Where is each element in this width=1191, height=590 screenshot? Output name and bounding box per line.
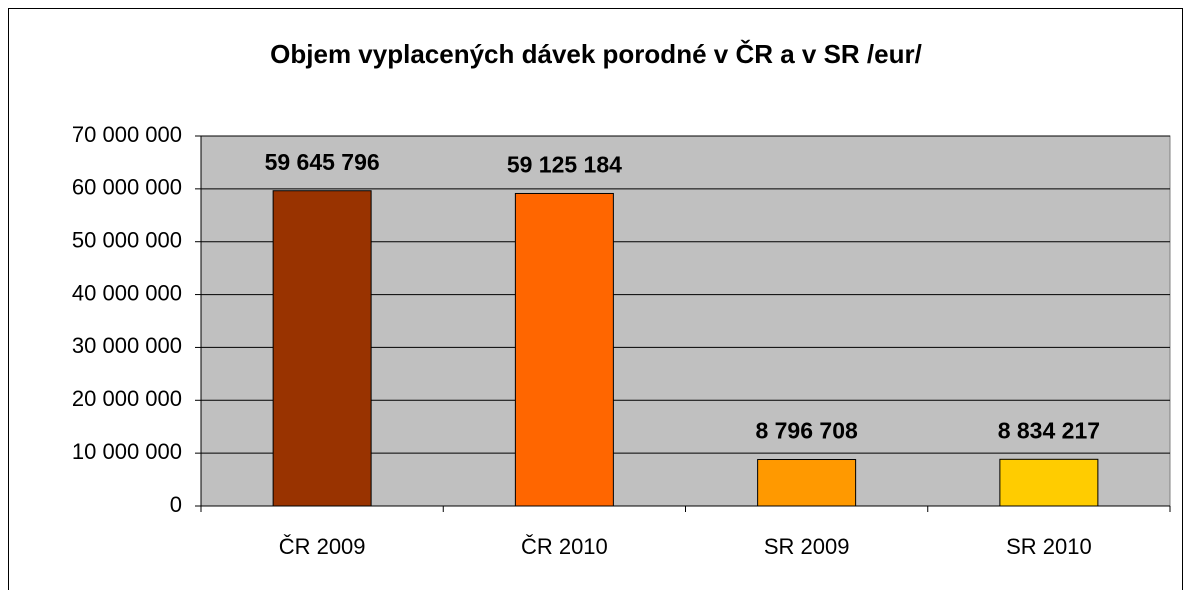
bar [999,458,1099,507]
bar [272,190,372,507]
data-label: 59 125 184 [507,152,622,178]
y-tick-label: 50 000 000 [72,228,182,253]
y-tick-label: 10 000 000 [72,439,182,464]
chart-title: Objem vyplacených dávek porodné v ČR a v… [270,39,922,69]
x-tick-label: ČR 2010 [521,534,608,559]
y-tick-label: 60 000 000 [72,175,182,200]
y-tick-label: 30 000 000 [72,333,182,358]
bar [757,459,857,507]
bar [514,192,614,507]
y-tick-label: 20 000 000 [72,386,182,411]
data-label: 8 834 217 [998,417,1100,443]
y-tick-label: 70 000 000 [72,122,182,147]
x-tick-label: ČR 2009 [279,534,366,559]
y-tick-label: 0 [170,492,182,517]
x-tick-label: SR 2010 [1006,534,1092,559]
data-label: 59 645 796 [265,149,380,175]
x-tick-label: SR 2009 [764,534,850,559]
data-label: 8 796 708 [755,418,858,444]
y-tick-label: 40 000 000 [72,280,182,305]
